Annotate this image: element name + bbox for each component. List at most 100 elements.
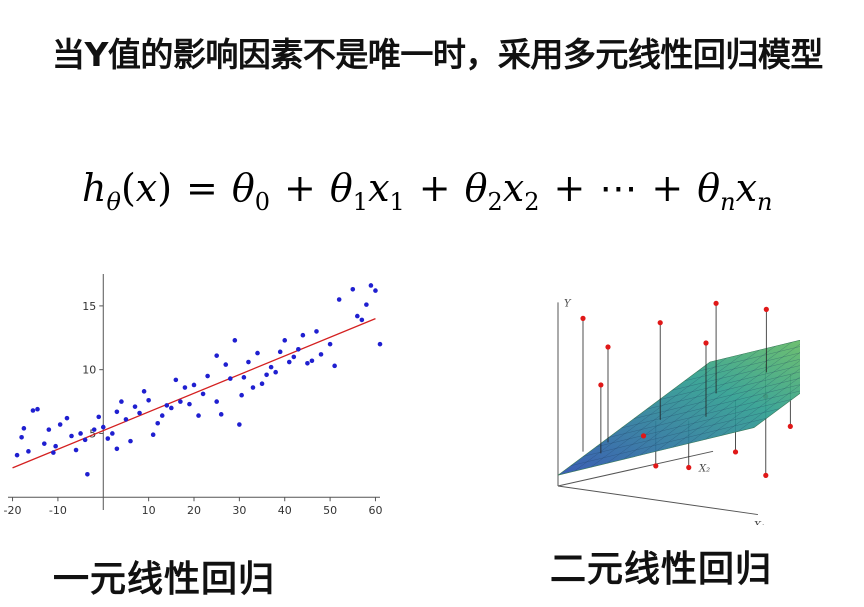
y-axis-label: Y [564, 298, 572, 309]
data-point [53, 443, 58, 449]
data-point [318, 352, 324, 357]
data-point [132, 404, 138, 409]
data-point [368, 283, 374, 288]
data-point [128, 438, 133, 444]
x-tick-label: -10 [49, 504, 67, 517]
data-point [291, 354, 297, 360]
data-point [227, 376, 233, 381]
formula-x-n: x [735, 166, 757, 210]
data-point [259, 381, 265, 387]
data-point [21, 426, 27, 431]
simple-regression-caption: 一元线性回归 [53, 559, 276, 600]
formula-theta-n: θ [697, 166, 721, 210]
y-tick-label: 5 [89, 427, 96, 440]
x-tick-label: -20 [4, 504, 22, 517]
data-point [159, 413, 165, 418]
formula-theta-sub: θ [106, 188, 121, 216]
data-point [169, 405, 174, 411]
data-point [14, 452, 20, 458]
formula-sub-nb: n [757, 188, 773, 216]
data-point [580, 315, 586, 321]
formula-sub-na: n [720, 188, 736, 216]
data-point [78, 431, 83, 436]
data-point [200, 391, 206, 397]
formula-sub-2b: 2 [524, 188, 540, 216]
data-point [57, 422, 63, 427]
data-point [85, 471, 90, 477]
data-point [182, 385, 188, 390]
data-point [96, 414, 102, 420]
formula-rparen: ) [157, 166, 173, 210]
formula-sub-1a: 1 [352, 188, 369, 216]
data-point [26, 449, 31, 454]
plane-mesh-line [704, 368, 800, 440]
data-point [141, 389, 147, 394]
data-point [187, 401, 192, 407]
data-point [214, 353, 219, 358]
formula-lparen: ( [120, 166, 136, 210]
data-point [110, 431, 115, 436]
data-point [277, 349, 283, 355]
plane-mesh-line [671, 359, 800, 391]
data-point [137, 410, 142, 416]
data-point [268, 364, 274, 370]
x1-axis [557, 485, 758, 516]
x-tick-label: 20 [187, 504, 201, 517]
data-point [355, 313, 360, 319]
formula-sub-1b: 1 [389, 188, 405, 216]
data-point [196, 413, 201, 418]
data-point [282, 338, 288, 343]
x-tick-label: 10 [142, 504, 156, 517]
formula-theta-0: θ [231, 166, 255, 210]
data-point [218, 412, 224, 417]
data-point [327, 341, 333, 347]
formula-theta-2: θ [464, 166, 488, 210]
data-point [763, 306, 769, 312]
formula-plus-3: + [553, 166, 586, 210]
data-point [336, 297, 342, 302]
plane-mesh-line [684, 352, 800, 382]
y-tick-label: 15 [82, 300, 96, 313]
data-point [41, 441, 47, 446]
binary-regression-caption: 二元线性回归 [550, 549, 773, 590]
data-point [296, 346, 301, 352]
formula-x: x [135, 166, 158, 210]
data-point [205, 373, 210, 379]
formula-sub-0: 0 [254, 188, 271, 216]
data-point [653, 463, 659, 469]
x-tick-label: 40 [278, 504, 292, 517]
data-point [703, 340, 709, 346]
data-point [273, 369, 278, 375]
data-point [686, 464, 692, 471]
data-point [114, 409, 120, 415]
data-point [787, 423, 793, 429]
data-point [30, 408, 36, 413]
plane-mesh-line [737, 384, 800, 432]
data-point [69, 433, 74, 439]
data-point [19, 434, 24, 440]
data-point [114, 446, 120, 452]
formula-dots: ⋯ [599, 166, 638, 210]
binary-regression-chart: Y X₁ X₂ [557, 298, 800, 525]
data-point [264, 372, 269, 378]
data-point [105, 436, 111, 441]
plane-mesh-line [659, 365, 800, 400]
formula-x-2: x [502, 166, 525, 210]
data-point [246, 359, 251, 365]
data-point [214, 399, 219, 404]
plane-mesh-line [721, 376, 800, 436]
data-point [309, 358, 315, 364]
formula-theta-1: θ [329, 166, 353, 210]
data-point [332, 363, 337, 369]
data-point [164, 403, 170, 408]
x-tick-label: 50 [323, 504, 337, 517]
data-point [239, 392, 244, 398]
x-tick-label: 30 [232, 504, 246, 517]
x2-axis-label: X₂ [698, 463, 710, 474]
data-point [46, 427, 52, 432]
data-point [305, 360, 310, 366]
formula-plus-1: + [284, 166, 316, 210]
x1-axis-label: X₁ [753, 521, 765, 525]
data-point [657, 320, 663, 326]
data-point [241, 375, 247, 380]
